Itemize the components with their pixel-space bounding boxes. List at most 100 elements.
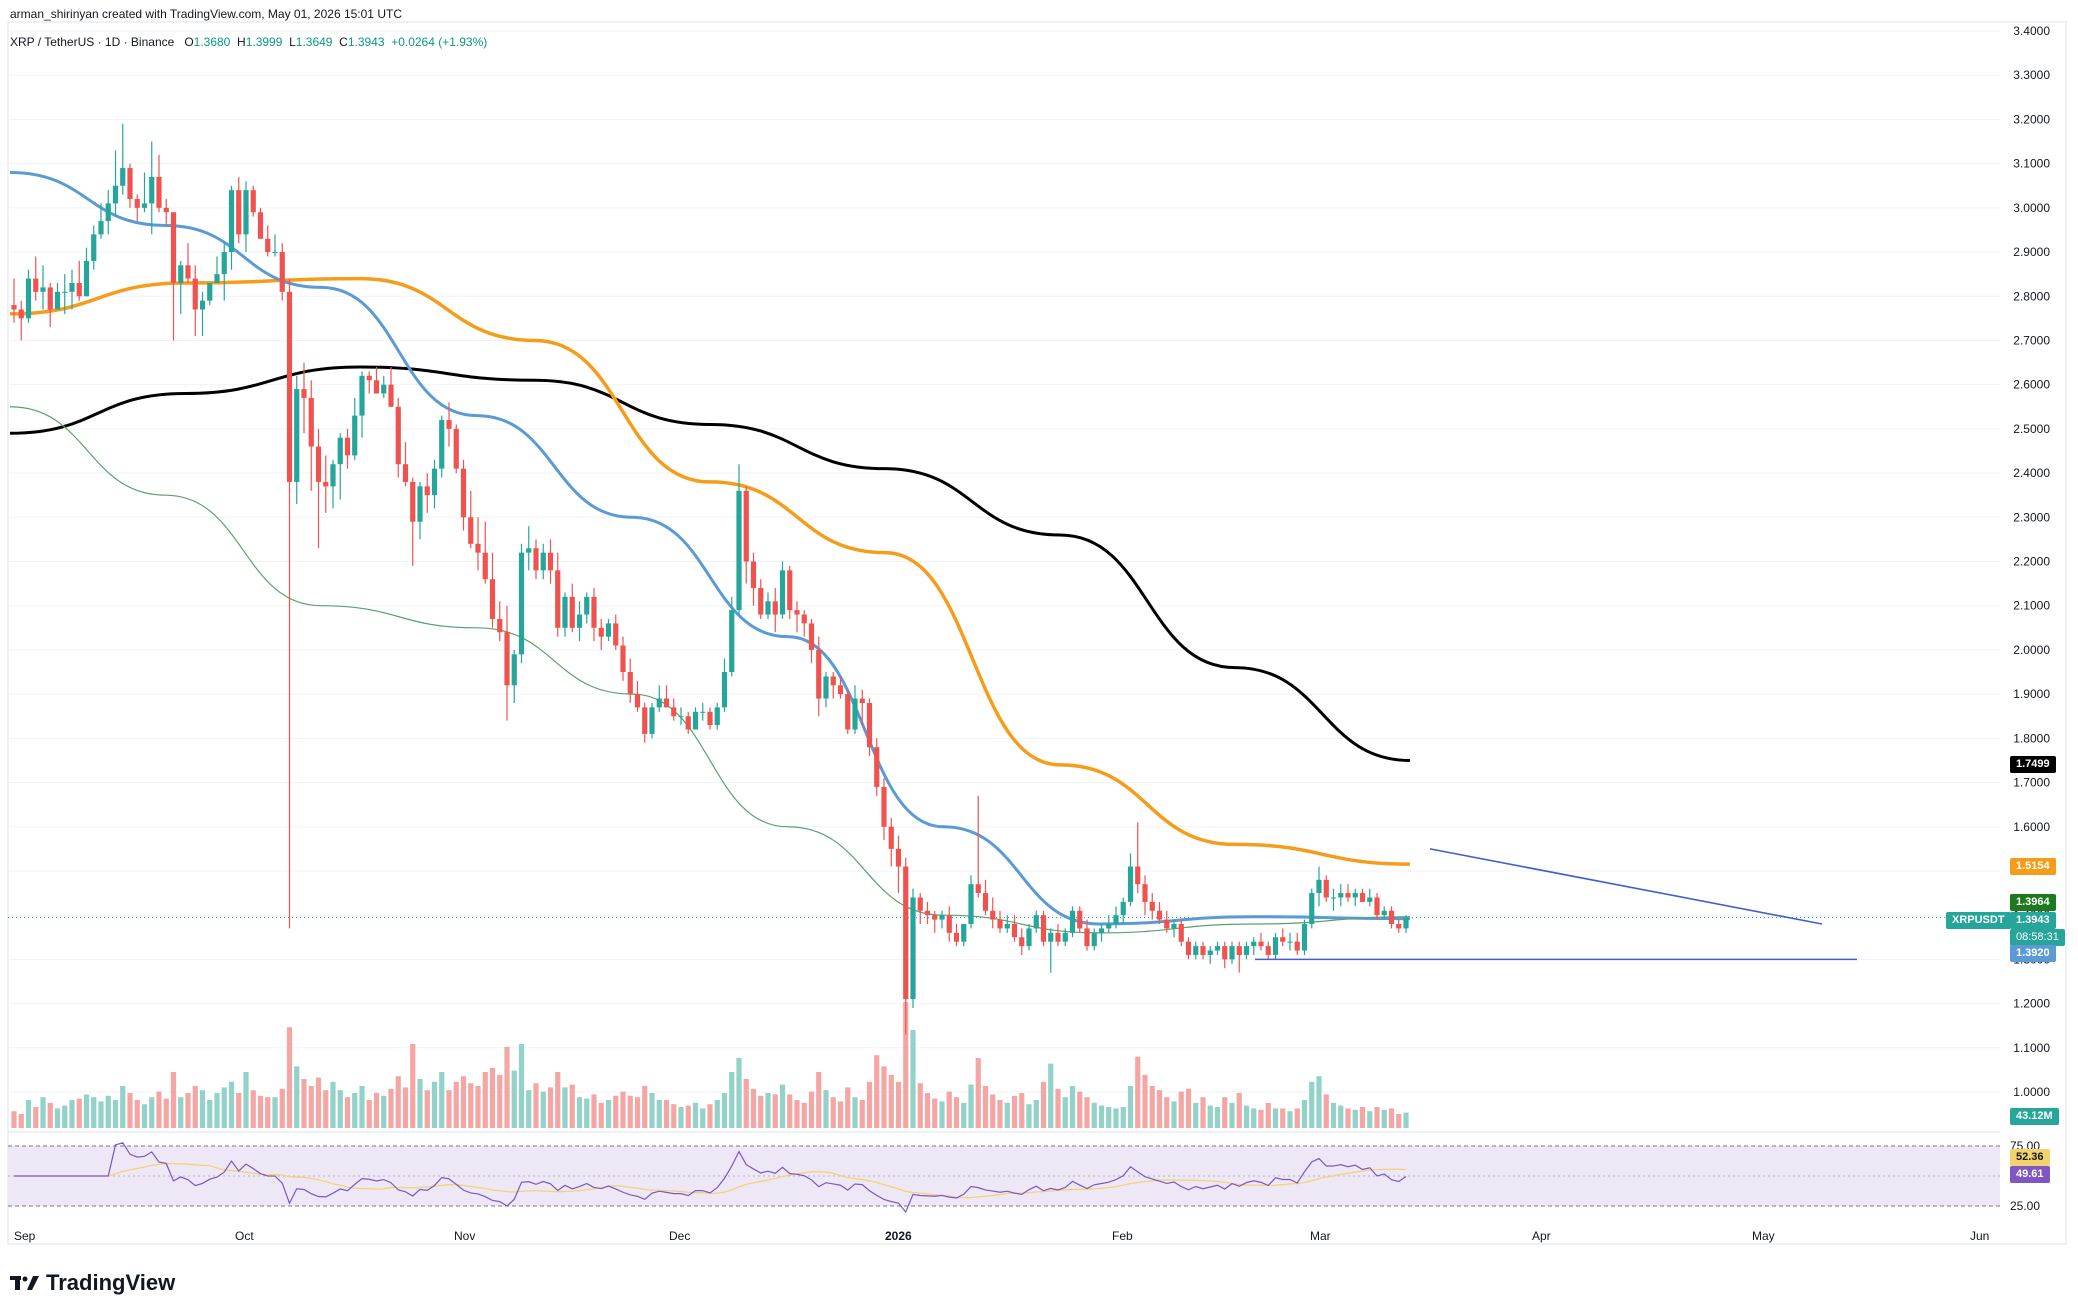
volume-bar: [1359, 1107, 1366, 1128]
volume-bar: [33, 1107, 39, 1128]
volume-bar: [337, 1090, 343, 1128]
volume-bar: [997, 1100, 1003, 1128]
volume-bar: [475, 1086, 481, 1128]
volume-bar: [1120, 1107, 1126, 1128]
countdown-tag: 08:58:31: [2010, 929, 2065, 946]
low-value: 1.3649: [295, 35, 333, 49]
volume-bar: [584, 1098, 590, 1128]
volume-bar: [1272, 1108, 1279, 1128]
candle-body: [1316, 879, 1322, 894]
volume-bar: [1294, 1108, 1300, 1128]
volume-bar: [1026, 1104, 1032, 1128]
volume-bar: [424, 1090, 430, 1128]
volume-bar: [1243, 1105, 1250, 1128]
candle-body: [1207, 950, 1213, 955]
candle-body: [127, 168, 133, 199]
volume-bar: [1142, 1074, 1148, 1128]
candle-body: [642, 707, 648, 734]
candle-body: [236, 190, 242, 235]
time-tick-label: Mar: [1310, 1229, 1331, 1243]
candle-body: [40, 287, 46, 292]
price-tick-label: 1.2000: [2013, 997, 2050, 1011]
volume-bar: [1222, 1097, 1228, 1128]
candle-body: [584, 596, 590, 615]
candle-body: [337, 437, 343, 465]
candle-body: [866, 702, 873, 748]
volume-bar: [555, 1072, 561, 1128]
volume-bar: [468, 1083, 474, 1128]
time-tick-label: Sep: [14, 1229, 36, 1243]
candle-body: [1048, 932, 1054, 942]
time-axis[interactable]: Sep Oct Nov Dec 2026 Feb Mar Apr May Jun: [14, 1229, 1989, 1243]
price-tick-label: 1.9000: [2013, 687, 2050, 701]
candle-body: [105, 203, 111, 222]
volume-bar: [1265, 1102, 1271, 1128]
volume-bar: [953, 1097, 960, 1128]
candle-body: [156, 176, 162, 208]
volume-bar: [830, 1097, 836, 1128]
candle-body: [98, 221, 104, 235]
candle-body: [388, 384, 394, 407]
candle-body: [1120, 901, 1126, 916]
volume-bar: [758, 1095, 764, 1128]
volume-bar: [518, 1044, 525, 1128]
volume-bar: [540, 1091, 546, 1128]
volume-bar: [1127, 1086, 1134, 1128]
candle-body: [1113, 915, 1119, 925]
candle-body: [1345, 893, 1351, 898]
volume-bar: [381, 1095, 387, 1128]
candle-body: [1171, 924, 1177, 929]
candle-body: [192, 278, 198, 310]
candle-body: [11, 305, 17, 310]
candle-body: [736, 490, 742, 611]
candle-body: [344, 437, 351, 456]
volume-bar: [1345, 1108, 1351, 1128]
candle-body: [1040, 915, 1047, 942]
volume-bar: [11, 1111, 17, 1128]
candle-body: [547, 552, 554, 571]
candle-body: [1243, 946, 1250, 955]
tradingview-logo[interactable]: TradingView: [10, 1270, 175, 1296]
candle-body: [924, 910, 931, 916]
open-value: 1.3680: [193, 35, 231, 49]
candle-body: [895, 848, 902, 867]
candle-body: [1149, 901, 1155, 911]
volume-bars: [11, 1002, 1409, 1128]
candle-body: [54, 291, 61, 310]
candle-body: [663, 698, 670, 708]
candle-body: [613, 623, 619, 646]
candle-body: [975, 884, 981, 894]
trendlines[interactable]: [1255, 848, 1857, 961]
candle-body: [76, 282, 82, 297]
candle-body: [1135, 866, 1141, 885]
candle-body: [1251, 941, 1257, 947]
volume-bar: [25, 1100, 32, 1128]
volume-bar: [294, 1066, 300, 1128]
close-label: C: [339, 35, 348, 49]
volume-bar: [1338, 1105, 1344, 1128]
symbol-legend[interactable]: XRP / TetherUS · 1D · Binance O1.3680 H1…: [10, 35, 487, 49]
candle-body: [939, 915, 945, 920]
sma-200-line: [9, 365, 1411, 762]
volume-bar: [134, 1100, 140, 1128]
candle-body: [402, 464, 409, 482]
candle-body: [1077, 910, 1083, 929]
candle-body: [1287, 941, 1293, 943]
volume-bar: [939, 1101, 945, 1128]
candle-body: [961, 924, 967, 942]
volume-bar: [511, 1070, 517, 1128]
volume-bar: [170, 1072, 177, 1128]
candle-body: [620, 645, 626, 673]
candle-body: [170, 212, 177, 283]
volume-bar: [301, 1079, 307, 1128]
candle-body: [932, 915, 938, 920]
price-tick-label: 1.8000: [2013, 731, 2050, 745]
volume-bar: [1309, 1081, 1315, 1128]
candle-body: [91, 234, 97, 261]
volume-bar: [156, 1091, 162, 1128]
low-label: L: [289, 35, 296, 49]
candlesticks: [11, 123, 1409, 1035]
candle-body: [460, 468, 467, 518]
volume-bar: [924, 1093, 931, 1128]
